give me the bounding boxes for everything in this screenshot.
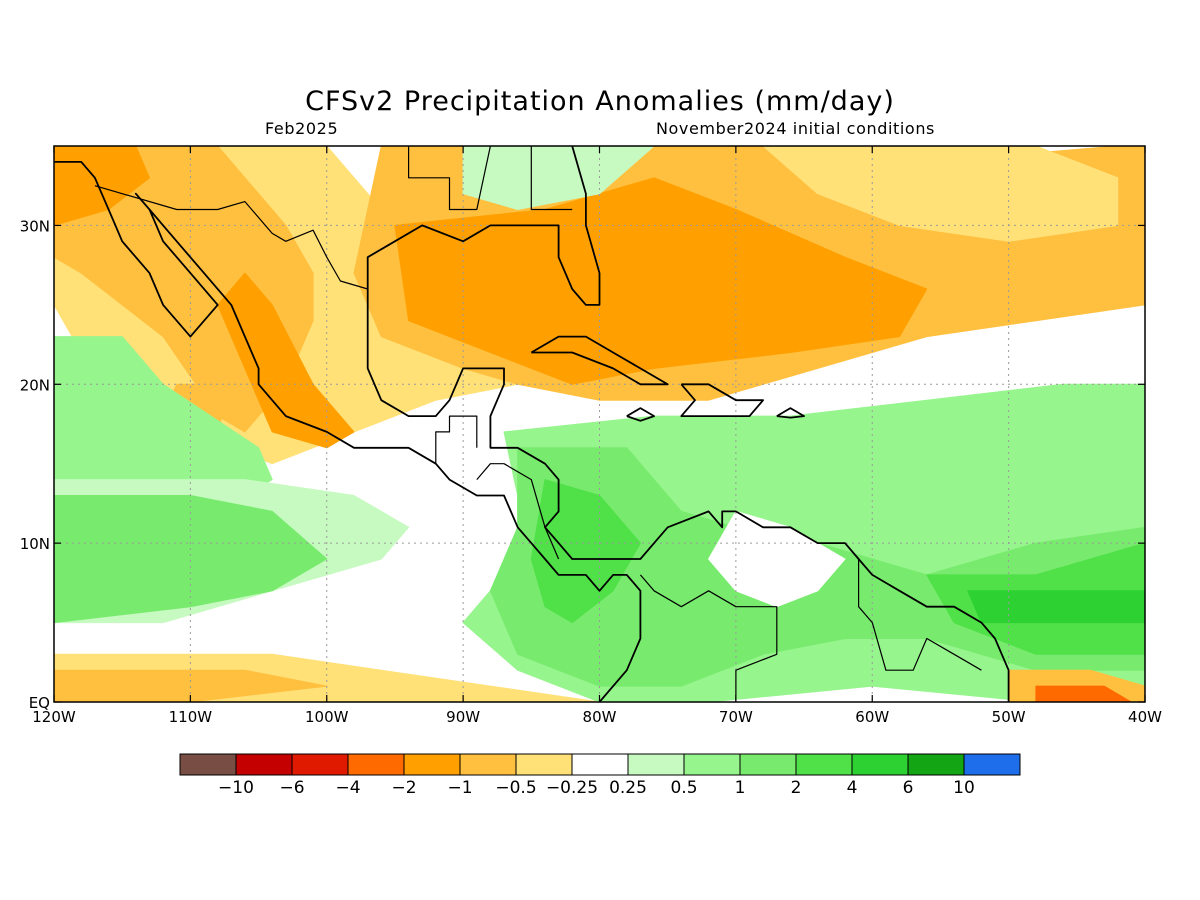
- border-us-states-east: [530, 146, 573, 211]
- coastline-north-america: [54, 160, 642, 702]
- colorbar-swatch: [795, 753, 853, 776]
- colorbar-swatch: [179, 753, 237, 776]
- colorbar-swatch: [459, 753, 517, 776]
- colorbar-label: 0.5: [670, 778, 697, 798]
- lon-tick-label: 50W: [992, 708, 1026, 726]
- lon-tick-label: 120W: [32, 708, 76, 726]
- colorbar-swatch: [291, 753, 349, 776]
- colorbar-label: 6: [903, 778, 914, 798]
- political-borders: [94, 146, 982, 702]
- border-us-states: [408, 146, 491, 211]
- anomaly-region-gulf-core-dry: [394, 177, 928, 385]
- border-central-america: [476, 463, 560, 560]
- axis-ticks: 120W 110W 100W 90W 80W 70W 60W 50W 40W 30N 20N 10N E…: [20, 146, 1162, 726]
- coastlines: [54, 146, 1010, 702]
- colorbar-swatch: [515, 753, 573, 776]
- border-guianas: [857, 559, 982, 671]
- lon-tick-label: 110W: [169, 708, 213, 726]
- colorbar-label: 2: [791, 778, 802, 798]
- gridlines: [54, 146, 1145, 702]
- coastline-jamaica: [626, 407, 655, 422]
- lon-tick-label: 70W: [719, 708, 753, 726]
- coastline-gulf-coast: [366, 146, 1010, 702]
- anomaly-region-atlantic-deep-wet: [967, 590, 1145, 624]
- lon-tick-label: 80W: [583, 708, 617, 726]
- colorbar-label: −4: [335, 778, 360, 798]
- anomaly-region-nw-corner-dry: [54, 146, 150, 226]
- anomaly-region-brazil-coast-core: [1035, 685, 1132, 702]
- border-us-mexico: [94, 185, 368, 290]
- colorbar-label: 4: [847, 778, 858, 798]
- border-south-america-north: [639, 574, 778, 702]
- colorbar-swatch: [627, 753, 685, 776]
- colorbar-swatch: [571, 753, 629, 776]
- colorbar-label: −10: [218, 778, 254, 798]
- colorbar-swatch: [235, 753, 293, 776]
- anomaly-region-panama-core: [530, 479, 641, 624]
- lon-tick-label: 90W: [446, 708, 480, 726]
- valid-month-label: Feb2025: [265, 119, 338, 138]
- coastline-puerto-rico: [776, 407, 805, 419]
- colorbar-swatch: [851, 753, 909, 776]
- colorbar-label: −6: [279, 778, 304, 798]
- colorbar-swatch: [347, 753, 405, 776]
- colorbar-swatch: [907, 753, 965, 776]
- lon-tick-label: 40W: [1128, 708, 1162, 726]
- anomaly-region-itcz-pacific-core: [54, 495, 328, 624]
- colorbar-label: −0.25: [546, 778, 598, 798]
- colorbar-label: 10: [953, 778, 975, 798]
- lon-tick-label: 60W: [855, 708, 889, 726]
- colorbar-swatch: [739, 753, 797, 776]
- lon-tick-label: 100W: [305, 708, 349, 726]
- colorbar-label: 0.25: [609, 778, 647, 798]
- coastline-cuba: [530, 335, 669, 386]
- colorbar-swatch: [403, 753, 461, 776]
- colorbar-label: 1: [735, 778, 746, 798]
- lat-tick-label: EQ: [29, 694, 50, 712]
- lat-tick-label: 20N: [20, 376, 50, 394]
- colorbar-label: −0.5: [495, 778, 536, 798]
- coastline-hispaniola: [680, 383, 764, 418]
- colorbar: −10 −6 −4 −2 −1 −0.5 −0.25 0.25 0.5 1 2 4 6 10: [179, 753, 1021, 798]
- colorbar-label: −2: [391, 778, 416, 798]
- border-mexico-guatemala: [435, 415, 478, 464]
- colorbar-swatch: [683, 753, 741, 776]
- lat-tick-label: 30N: [20, 217, 50, 235]
- anomaly-shading: [54, 146, 1145, 702]
- colorbar-swatch: [963, 753, 1021, 776]
- init-conditions-label: November2024 initial conditions: [656, 119, 935, 138]
- anomaly-region-se-us-wet: [462, 146, 655, 210]
- lat-tick-label: 10N: [20, 535, 50, 553]
- figure-title: CFSv2 Precipitation Anomalies (mm/day): [305, 86, 895, 117]
- colorbar-label: −1: [447, 778, 472, 798]
- anomaly-region-ne-atlantic-light: [762, 146, 1119, 242]
